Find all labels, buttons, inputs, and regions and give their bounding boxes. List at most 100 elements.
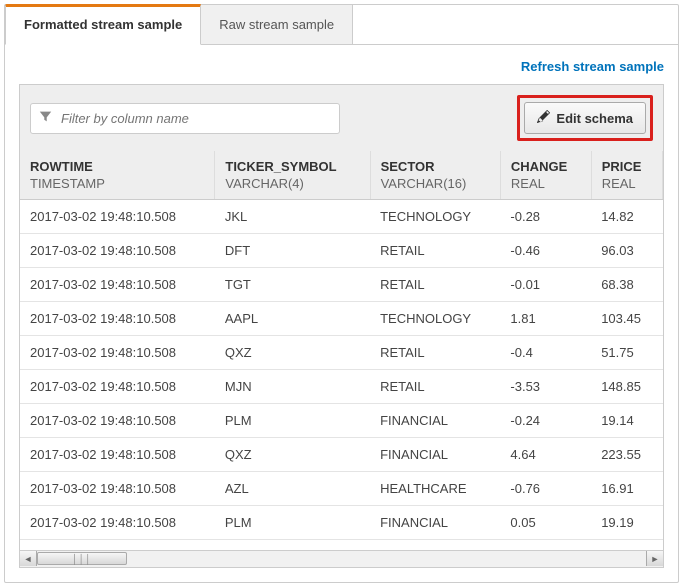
scroll-left-arrow[interactable]: ◄ [20,551,37,566]
table-cell: 223.55 [591,438,662,472]
scroll-thumb[interactable]: │││ [37,552,127,565]
table-cell: MJN [215,370,370,404]
refresh-row: Refresh stream sample [19,59,664,74]
column-name: CHANGE [511,159,567,174]
column-header[interactable]: SECTOR VARCHAR(16) [370,151,500,200]
table-cell: 2017-03-02 19:48:10.508 [20,370,215,404]
table-cell: JKL [215,200,370,234]
table-cell: 2017-03-02 19:48:10.508 [20,540,215,552]
stream-sample-table: ROWTIME TIMESTAMP TICKER_SYMBOL VARCHAR(4) S… [20,151,663,551]
tab-bar: Formatted stream sample Raw stream sampl… [5,5,678,45]
table-cell: -0.28 [500,200,591,234]
table-row[interactable]: 2017-03-02 19:48:10.508WASRETAIL0.0312.5… [20,540,663,552]
filter-input[interactable] [30,103,340,134]
tab-formatted[interactable]: Formatted stream sample [5,4,201,45]
refresh-stream-link[interactable]: Refresh stream sample [521,59,664,74]
table-cell: QXZ [215,336,370,370]
table-cell: 12.54 [591,540,662,552]
table-row[interactable]: 2017-03-02 19:48:10.508AAPLTECHNOLOGY1.8… [20,302,663,336]
table-cell: RETAIL [370,234,500,268]
column-name: SECTOR [381,159,435,174]
table-cell: 14.82 [591,200,662,234]
table-cell: 1.81 [500,302,591,336]
table-row[interactable]: 2017-03-02 19:48:10.508JKLTECHNOLOGY-0.2… [20,200,663,234]
table-cell: 103.45 [591,302,662,336]
table-cell: WAS [215,540,370,552]
scroll-right-arrow[interactable]: ► [646,551,663,566]
table-cell: 2017-03-02 19:48:10.508 [20,268,215,302]
table-cell: RETAIL [370,268,500,302]
table-cell: 2017-03-02 19:48:10.508 [20,302,215,336]
edit-schema-label: Edit schema [556,111,633,126]
column-name: PRICE [602,159,642,174]
table-cell: 2017-03-02 19:48:10.508 [20,336,215,370]
table-cell: AAPL [215,302,370,336]
column-type: TIMESTAMP [30,176,204,191]
table-cell: 148.85 [591,370,662,404]
table-cell: FINANCIAL [370,438,500,472]
table-cell: 19.14 [591,404,662,438]
table-cell: 0.03 [500,540,591,552]
table-container[interactable]: ROWTIME TIMESTAMP TICKER_SYMBOL VARCHAR(4) S… [19,151,664,551]
column-name: ROWTIME [30,159,93,174]
column-type: VARCHAR(4) [225,176,359,191]
table-cell: PLM [215,404,370,438]
table-cell: 68.38 [591,268,662,302]
table-row[interactable]: 2017-03-02 19:48:10.508PLMFINANCIAL-0.24… [20,404,663,438]
horizontal-scrollbar[interactable]: ◄ │││ ► [19,551,664,568]
table-row[interactable]: 2017-03-02 19:48:10.508MJNRETAIL-3.53148… [20,370,663,404]
table-cell: -0.76 [500,472,591,506]
table-cell: 0.05 [500,506,591,540]
table-cell: 2017-03-02 19:48:10.508 [20,438,215,472]
table-cell: 2017-03-02 19:48:10.508 [20,200,215,234]
table-row[interactable]: 2017-03-02 19:48:10.508TGTRETAIL-0.0168.… [20,268,663,302]
column-header[interactable]: CHANGE REAL [500,151,591,200]
column-type: REAL [602,176,652,191]
table-cell: AZL [215,472,370,506]
filter-wrap [30,103,340,134]
table-cell: PLM [215,506,370,540]
table-cell: 4.64 [500,438,591,472]
table-cell: HEALTHCARE [370,472,500,506]
column-type: VARCHAR(16) [381,176,490,191]
filter-icon [39,110,52,126]
table-row[interactable]: 2017-03-02 19:48:10.508PLMFINANCIAL0.051… [20,506,663,540]
table-cell: RETAIL [370,540,500,552]
table-cell: 2017-03-02 19:48:10.508 [20,404,215,438]
column-name: TICKER_SYMBOL [225,159,336,174]
table-cell: DFT [215,234,370,268]
table-cell: 2017-03-02 19:48:10.508 [20,234,215,268]
table-header: ROWTIME TIMESTAMP TICKER_SYMBOL VARCHAR(4) S… [20,151,663,200]
table-row[interactable]: 2017-03-02 19:48:10.508QXZRETAIL-0.451.7… [20,336,663,370]
column-type: REAL [511,176,581,191]
table-cell: 16.91 [591,472,662,506]
table-cell: TGT [215,268,370,302]
table-cell: -0.4 [500,336,591,370]
tab-content: Refresh stream sample Edit schema RO [5,45,678,582]
table-row[interactable]: 2017-03-02 19:48:10.508AZLHEALTHCARE-0.7… [20,472,663,506]
edit-schema-highlight: Edit schema [517,95,653,141]
column-header[interactable]: PRICE REAL [591,151,662,200]
stream-sample-panel: Formatted stream sample Raw stream sampl… [4,4,679,583]
tab-raw[interactable]: Raw stream sample [200,4,353,44]
column-header[interactable]: ROWTIME TIMESTAMP [20,151,215,200]
table-cell: FINANCIAL [370,506,500,540]
edit-schema-button[interactable]: Edit schema [524,102,646,134]
table-body: 2017-03-02 19:48:10.508JKLTECHNOLOGY-0.2… [20,200,663,552]
table-cell: FINANCIAL [370,404,500,438]
table-cell: 2017-03-02 19:48:10.508 [20,472,215,506]
table-row[interactable]: 2017-03-02 19:48:10.508DFTRETAIL-0.4696.… [20,234,663,268]
toolbar: Edit schema [19,84,664,151]
table-cell: 51.75 [591,336,662,370]
table-cell: TECHNOLOGY [370,302,500,336]
table-cell: 2017-03-02 19:48:10.508 [20,506,215,540]
table-cell: RETAIL [370,336,500,370]
table-cell: -0.01 [500,268,591,302]
table-row[interactable]: 2017-03-02 19:48:10.508QXZFINANCIAL4.642… [20,438,663,472]
column-header[interactable]: TICKER_SYMBOL VARCHAR(4) [215,151,370,200]
table-cell: TECHNOLOGY [370,200,500,234]
table-cell: QXZ [215,438,370,472]
table-cell: RETAIL [370,370,500,404]
table-cell: -0.46 [500,234,591,268]
table-cell: -0.24 [500,404,591,438]
